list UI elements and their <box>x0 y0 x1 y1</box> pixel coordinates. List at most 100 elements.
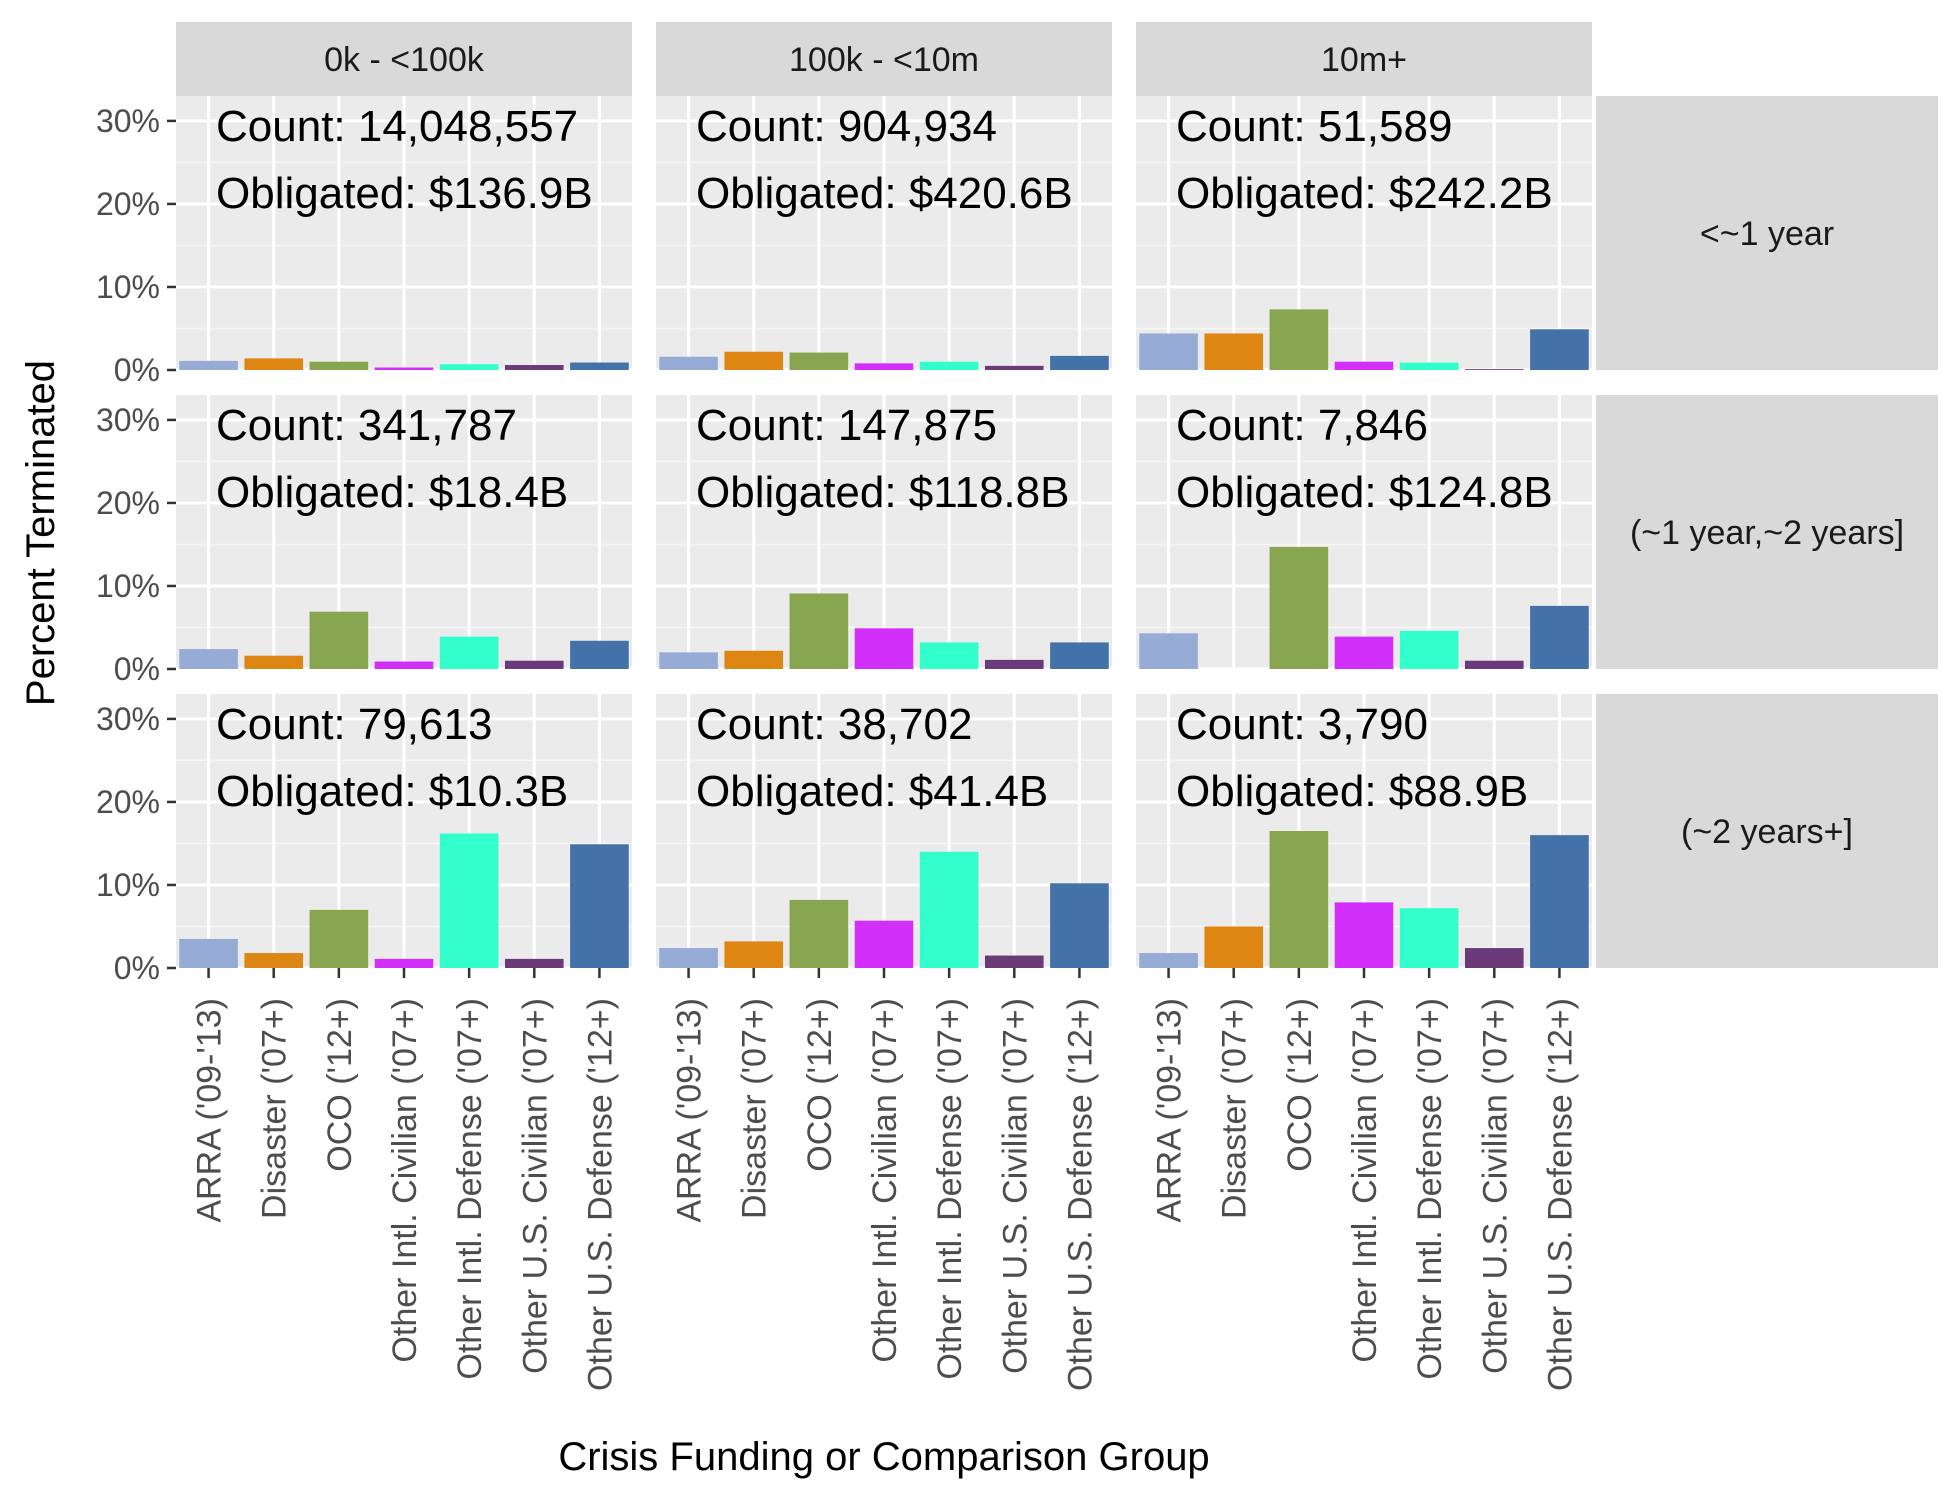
count-annotation: Count: 14,048,557 <box>216 102 578 151</box>
obligated-annotation: Obligated: $136.9B <box>216 169 593 218</box>
count-annotation: Count: 7,846 <box>1176 401 1428 450</box>
bar <box>1399 908 1459 968</box>
facet-panel: Count: 3,790 Obligated: $88.9B <box>1136 694 1592 970</box>
x-tick-label: OCO ('12+) <box>321 998 359 1172</box>
bar <box>244 953 304 968</box>
bar <box>1530 835 1589 968</box>
bar <box>570 844 629 968</box>
bar <box>1139 953 1198 968</box>
bar <box>854 628 914 669</box>
obligated-annotation: Obligated: $242.2B <box>1176 169 1553 218</box>
y-tick-label: 10% <box>96 269 160 305</box>
x-tick-label: Other Intl. Civilian ('07+) <box>866 998 904 1363</box>
bar <box>659 356 718 370</box>
y-tick-label: 20% <box>96 784 160 820</box>
x-tick-label: Other Intl. Civilian ('07+) <box>386 998 424 1363</box>
x-tick-label: ARRA ('09-'13) <box>191 998 229 1223</box>
bar <box>724 650 784 669</box>
bar <box>570 362 629 370</box>
count-annotation: Count: 3,790 <box>1176 700 1428 749</box>
bar <box>789 899 849 968</box>
axes-layer: 0% 10% 20% 30% 0% 10% 20% 30% 0% 10% 20% 30% ARRA ('… <box>96 103 1579 1391</box>
bar <box>309 611 369 669</box>
bar <box>1269 309 1329 370</box>
bar <box>659 948 718 968</box>
bar <box>984 365 1044 370</box>
y-tick-label: 30% <box>96 103 160 139</box>
bar <box>1269 831 1329 968</box>
strips-layer: 0k - <100k 100k - <10m 10m+ <~1 year (~1 yea… <box>176 22 1938 968</box>
bar <box>1139 333 1198 370</box>
obligated-annotation: Obligated: $10.3B <box>216 767 568 816</box>
bar <box>854 363 914 370</box>
bar <box>1269 546 1329 669</box>
x-tick-label: ARRA ('09-'13) <box>1151 998 1189 1223</box>
y-tick-label: 10% <box>96 867 160 903</box>
y-tick-label: 30% <box>96 402 160 438</box>
bar <box>1399 630 1459 669</box>
count-annotation: Count: 38,702 <box>696 700 972 749</box>
y-tick-label: 0% <box>114 352 160 388</box>
bar <box>1464 948 1524 968</box>
obligated-annotation: Obligated: $41.4B <box>696 767 1048 816</box>
facet-panel: Count: 341,787 Obligated: $18.4B <box>176 395 632 671</box>
y-tick-label: 10% <box>96 568 160 604</box>
facet-panel: Count: 147,875 Obligated: $118.8B <box>656 395 1112 671</box>
obligated-annotation: Obligated: $420.6B <box>696 169 1073 218</box>
column-strip-label: 10m+ <box>1321 41 1407 79</box>
y-tick-label: 20% <box>96 186 160 222</box>
bar <box>374 661 434 669</box>
bar <box>374 958 434 968</box>
bar <box>309 361 369 370</box>
bar <box>984 659 1044 669</box>
row-strip <box>1596 694 1938 968</box>
y-tick-label: 30% <box>96 701 160 737</box>
bar <box>919 361 979 370</box>
bar <box>1204 926 1264 968</box>
bar <box>919 642 979 669</box>
count-annotation: Count: 51,589 <box>1176 102 1452 151</box>
bar <box>179 360 238 370</box>
x-tick-label: Other U.S. Defense ('12+) <box>1541 998 1579 1391</box>
column-strip-label: 0k - <100k <box>324 41 485 79</box>
y-axis-title: Percent Terminated <box>19 360 63 706</box>
count-annotation: Count: 79,613 <box>216 700 492 749</box>
bar <box>1530 329 1589 370</box>
bar <box>1334 361 1394 370</box>
x-tick-label: Disaster ('07+) <box>1216 998 1254 1219</box>
obligated-annotation: Obligated: $124.8B <box>1176 468 1553 517</box>
bar <box>1464 660 1524 669</box>
facet-panel: Count: 14,048,557 Obligated: $136.9B <box>176 96 632 372</box>
bar <box>1050 355 1109 370</box>
bar <box>1334 902 1394 968</box>
bar <box>374 367 434 370</box>
x-tick-label: Other U.S. Defense ('12+) <box>581 998 619 1391</box>
row-strip <box>1596 96 1938 370</box>
x-tick-label: OCO ('12+) <box>1281 998 1319 1172</box>
column-strip <box>1136 22 1592 96</box>
bar <box>1334 636 1394 669</box>
bar <box>439 833 499 968</box>
obligated-annotation: Obligated: $88.9B <box>1176 767 1528 816</box>
x-tick-label: Other Intl. Defense ('07+) <box>451 998 489 1380</box>
bar <box>570 640 629 669</box>
bar <box>504 660 564 669</box>
x-axis-title: Crisis Funding or Comparison Group <box>558 1435 1209 1479</box>
x-tick-label: Other U.S. Defense ('12+) <box>1061 998 1099 1391</box>
x-tick-label: Other U.S. Civilian ('07+) <box>516 998 554 1374</box>
bar <box>179 649 238 669</box>
bar <box>984 955 1044 968</box>
bar <box>244 358 304 370</box>
obligated-annotation: Obligated: $118.8B <box>696 468 1069 517</box>
y-tick-label: 20% <box>96 485 160 521</box>
bar <box>244 655 304 669</box>
x-tick-label: Other U.S. Civilian ('07+) <box>1476 998 1514 1374</box>
row-strip <box>1596 395 1938 669</box>
x-tick-label: Disaster ('07+) <box>736 998 774 1219</box>
bar <box>1399 362 1459 370</box>
y-tick-label: 0% <box>114 651 160 687</box>
bar <box>724 941 784 968</box>
bar <box>789 593 849 669</box>
count-annotation: Count: 147,875 <box>696 401 997 450</box>
